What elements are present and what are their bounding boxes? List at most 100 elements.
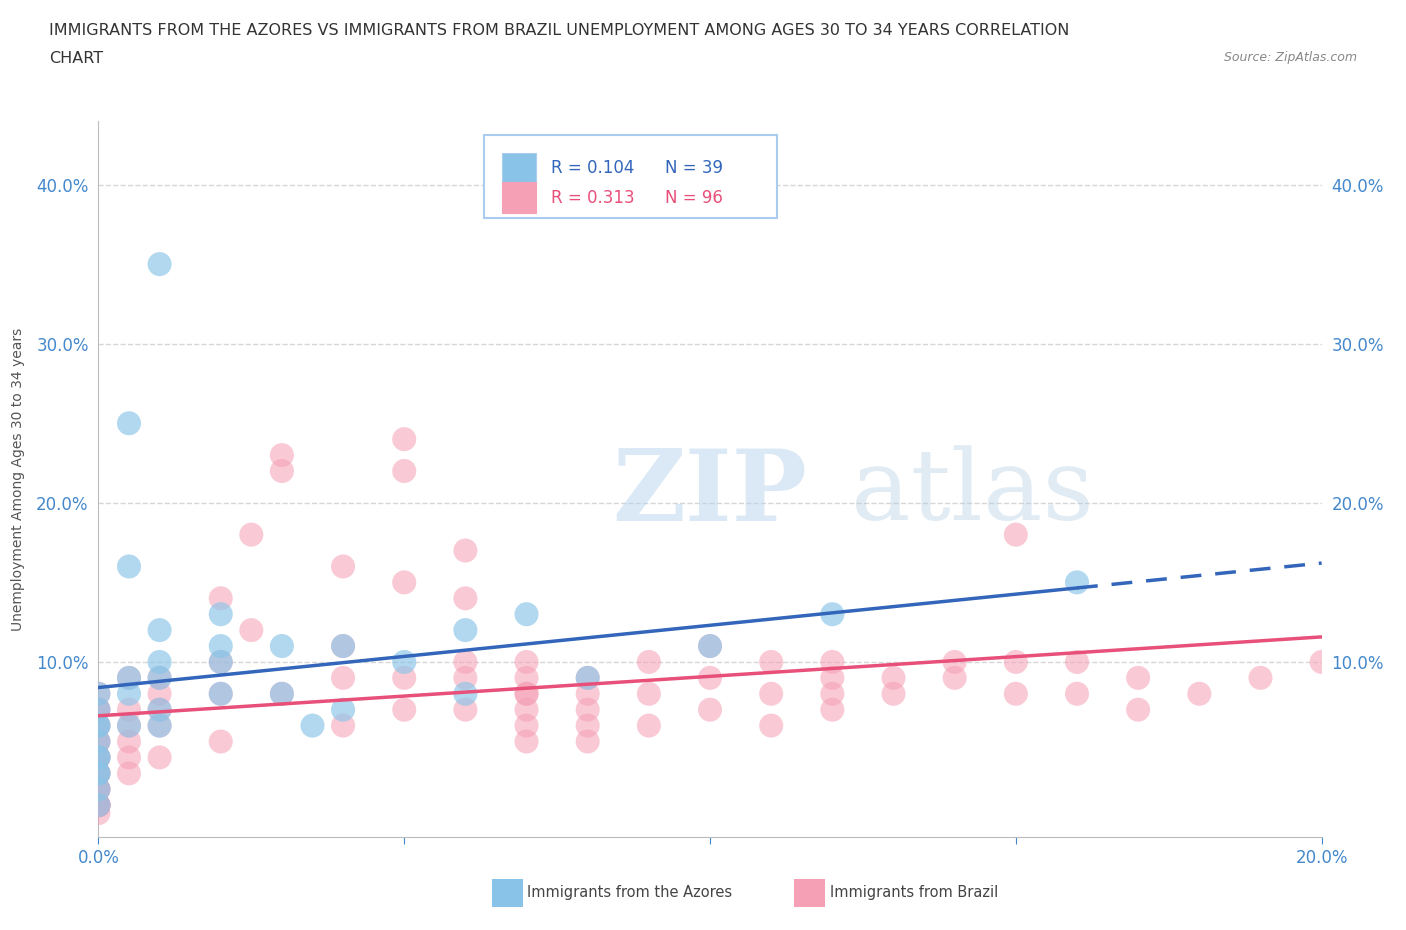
Point [87,766,110,781]
Point [87,718,110,733]
Point [87,734,110,749]
Point [332,718,354,733]
Point [118,686,141,701]
Point [118,718,141,733]
Point [149,750,172,764]
Point [87,734,110,749]
Point [1066,655,1088,670]
Point [270,686,292,701]
Point [87,702,110,717]
Point [118,718,141,733]
Point [87,750,110,764]
Point [209,606,232,621]
Point [149,655,172,670]
Point [87,798,110,813]
Point [332,559,354,574]
Text: N = 39: N = 39 [665,159,723,177]
Point [1188,686,1211,701]
Text: IMMIGRANTS FROM THE AZORES VS IMMIGRANTS FROM BRAZIL UNEMPLOYMENT AMONG AGES 30 : IMMIGRANTS FROM THE AZORES VS IMMIGRANTS… [49,23,1070,38]
Point [87,766,110,781]
Point [821,655,844,670]
Point [454,623,477,638]
Point [759,718,782,733]
Point [87,750,110,764]
Point [332,639,354,654]
Point [118,671,141,685]
Point [392,575,416,590]
Point [87,805,110,820]
Point [516,606,538,621]
Point [332,671,354,685]
Point [149,718,172,733]
Point [209,591,232,605]
Point [883,671,905,685]
Point [332,639,354,654]
Point [87,766,110,781]
Point [87,798,110,813]
Point [87,718,110,733]
Point [209,639,232,654]
Point [87,798,110,813]
Point [1128,702,1150,717]
Point [87,718,110,733]
Point [516,686,538,701]
Point [87,750,110,764]
Y-axis label: Unemployment Among Ages 30 to 34 years: Unemployment Among Ages 30 to 34 years [11,327,25,631]
Point [87,798,110,813]
Point [149,257,172,272]
Point [1004,655,1026,670]
Point [1004,686,1026,701]
Point [576,718,599,733]
Point [240,527,263,542]
Point [118,559,141,574]
Point [699,671,721,685]
Point [87,750,110,764]
Point [1310,655,1333,670]
Point [87,766,110,781]
Point [454,686,477,701]
Point [209,655,232,670]
Point [270,639,292,654]
Point [1066,686,1088,701]
Point [392,702,416,717]
Point [576,671,599,685]
Point [87,798,110,813]
Point [821,686,844,701]
FancyBboxPatch shape [484,135,778,218]
Point [699,702,721,717]
Point [332,702,354,717]
Point [87,798,110,813]
Point [883,686,905,701]
Point [392,655,416,670]
Point [149,702,172,717]
Text: ZIP: ZIP [612,445,807,542]
Point [118,702,141,717]
Point [1128,671,1150,685]
Point [392,432,416,446]
Point [240,623,263,638]
Point [209,655,232,670]
Point [149,686,172,701]
Point [87,798,110,813]
Point [118,734,141,749]
Point [576,671,599,685]
Point [87,750,110,764]
Point [118,750,141,764]
Text: Source: ZipAtlas.com: Source: ZipAtlas.com [1223,51,1357,64]
Point [821,702,844,717]
Point [209,734,232,749]
Point [759,686,782,701]
Point [943,671,966,685]
Point [637,686,661,701]
Point [943,655,966,670]
Text: R = 0.313: R = 0.313 [551,189,634,206]
Point [454,655,477,670]
Point [516,702,538,717]
Point [699,639,721,654]
Point [149,718,172,733]
Point [87,782,110,797]
Point [87,766,110,781]
Point [149,671,172,685]
Point [1249,671,1271,685]
Point [576,702,599,717]
